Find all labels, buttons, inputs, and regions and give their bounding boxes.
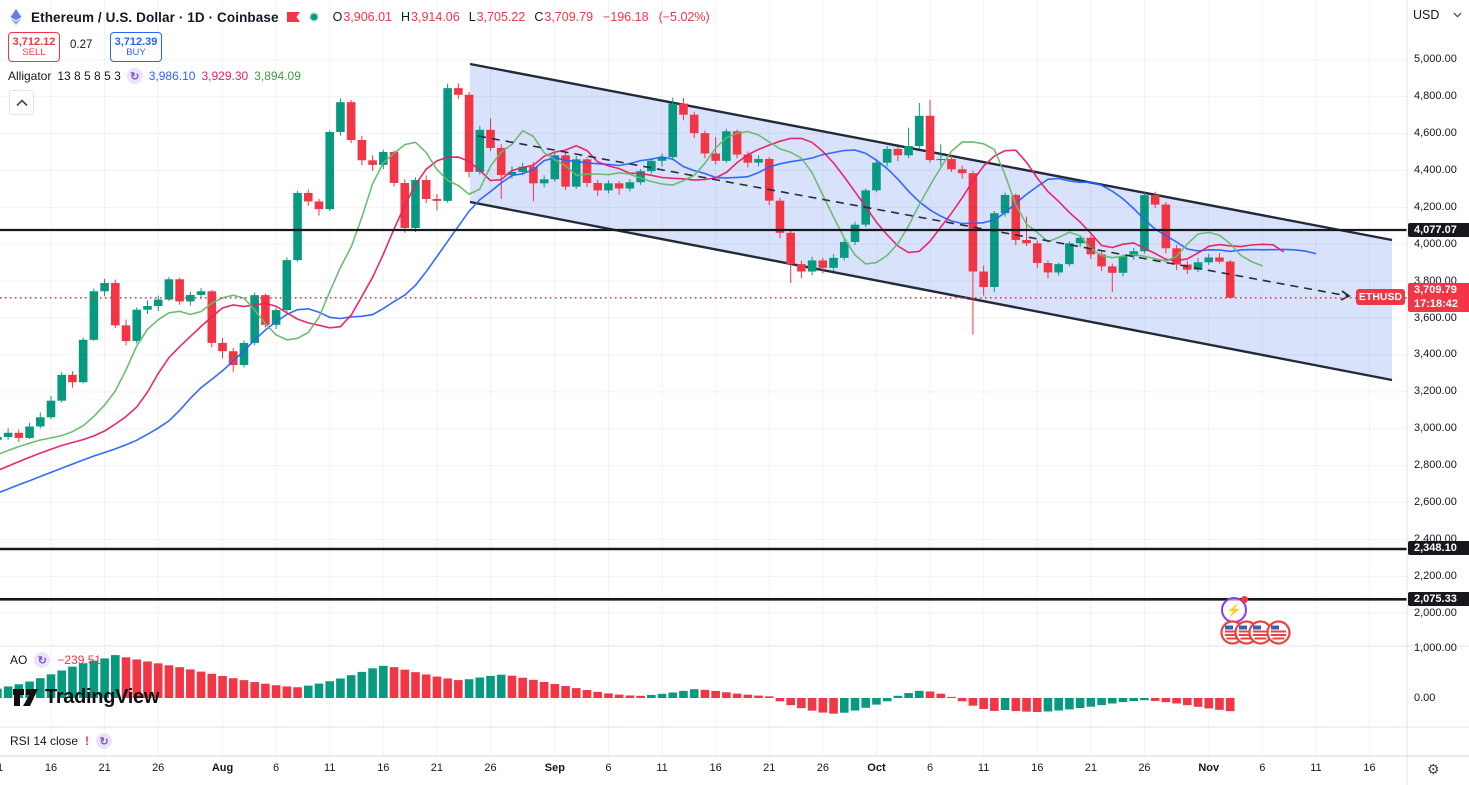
price-tick: 4,600.00 xyxy=(1414,127,1457,140)
time-tick: 26 xyxy=(816,762,829,774)
price-tick: 4,200.00 xyxy=(1414,200,1457,213)
ohlc-values: O3,906.01 H3,914.06 L3,705.22 C3,709.79 … xyxy=(332,10,710,24)
buy-button[interactable]: 3,712.39 BUY xyxy=(110,32,162,62)
time-tick: 21 xyxy=(1084,762,1097,774)
price-tick: 2,600.00 xyxy=(1414,496,1457,509)
price-tick: 3,200.00 xyxy=(1414,385,1457,398)
price-tick: 4,000.00 xyxy=(1414,237,1457,250)
price-tick: 4,400.00 xyxy=(1414,163,1457,176)
time-tick: 11 xyxy=(1310,762,1322,774)
price-tick: 2,000.00 xyxy=(1414,606,1457,619)
symbol-header: Ethereum / U.S. Dollar · 1D · Coinbase O… xyxy=(8,7,710,27)
alligator-lips-value: 3,894.09 xyxy=(254,69,301,83)
green-dot-icon xyxy=(308,12,319,22)
price-badge: 3,709.79 17:18:42 xyxy=(1408,282,1469,313)
change-percent: (−5.02%) xyxy=(658,10,710,24)
alligator-label: Alligator xyxy=(8,69,52,83)
price-badge: 2,348.10 xyxy=(1408,541,1469,556)
ao-value: −239.51 xyxy=(57,653,102,667)
time-tick: 11 xyxy=(0,762,4,774)
price-tick: 2,800.00 xyxy=(1414,459,1457,472)
time-tick: 21 xyxy=(98,762,111,774)
time-tick: 11 xyxy=(656,762,668,774)
time-tick: 11 xyxy=(324,762,336,774)
alligator-jaw-value: 3,986.10 xyxy=(148,69,196,83)
rsi-label: RSI 14 close xyxy=(10,734,79,748)
sell-price: 3,712.12 xyxy=(12,35,56,48)
ao-label: AO xyxy=(10,653,28,667)
currency-selector[interactable]: USD xyxy=(1413,8,1462,22)
buy-price: 3,712.39 xyxy=(114,35,158,48)
tradingview-logo-text: TradingView xyxy=(45,686,160,708)
time-tick: 6 xyxy=(605,762,612,774)
refresh-icon[interactable]: ↻ xyxy=(96,733,113,749)
time-tick: Oct xyxy=(867,762,886,774)
time-tick: 6 xyxy=(926,762,934,774)
sell-button[interactable]: 3,712.12 SELL xyxy=(8,32,60,62)
indicator-legend-rsi[interactable]: RSI 14 close ! ↻ xyxy=(10,733,113,749)
change-value: −196.18 xyxy=(603,10,649,24)
refresh-icon[interactable]: ↻ xyxy=(34,652,51,668)
time-tick: 26 xyxy=(1138,762,1151,774)
symbol-title[interactable]: Ethereum / U.S. Dollar · 1D · Coinbase xyxy=(31,9,279,25)
ao-tick: 1,000.00 xyxy=(1414,641,1457,654)
alligator-params: 13 8 5 8 5 3 xyxy=(57,69,121,83)
price-tick: 3,000.00 xyxy=(1414,422,1457,435)
buy-label: BUY xyxy=(126,46,146,58)
time-tick: 16 xyxy=(377,762,390,774)
price-tick: 3,400.00 xyxy=(1414,348,1457,361)
tradingview-logo-icon xyxy=(13,689,38,706)
indicator-legend-ao[interactable]: AO ↻ −239.51 xyxy=(10,652,101,668)
time-tick: 16 xyxy=(44,762,58,774)
price-badge: 4,077.07 xyxy=(1408,222,1469,237)
price-badge: 2,075.33 xyxy=(1408,591,1469,606)
price-tick: 3,600.00 xyxy=(1414,311,1457,324)
ao-tick: 0.00 xyxy=(1414,691,1436,704)
ethereum-logo xyxy=(10,9,22,25)
time-tick: 11 xyxy=(977,762,990,774)
time-tick: 6 xyxy=(1259,762,1266,774)
time-tick: 16 xyxy=(1363,762,1376,774)
tradingview-watermark: TradingView xyxy=(12,686,159,709)
chevron-up-icon xyxy=(15,98,28,106)
time-tick: Aug xyxy=(211,762,234,774)
indicator-legend-alligator[interactable]: Alligator 13 8 5 8 5 3 ↻ 3,986.10 3,929.… xyxy=(8,68,301,84)
gear-icon[interactable]: ⚙ xyxy=(1427,761,1440,777)
alligator-teeth-value: 3,929.30 xyxy=(201,69,249,83)
exclamation-icon[interactable]: ! xyxy=(85,734,90,748)
close-price-symbol-tag: ETHUSD xyxy=(1356,289,1405,305)
time-tick: 26 xyxy=(152,762,165,774)
sell-label: SELL xyxy=(22,46,46,58)
price-tick: 2,200.00 xyxy=(1414,569,1457,582)
time-tick: Nov xyxy=(1198,762,1220,774)
us-flag-sticker[interactable] xyxy=(1266,620,1291,645)
currency-label: USD xyxy=(1413,8,1440,22)
refresh-icon[interactable]: ↻ xyxy=(126,68,143,84)
red-flag-icon[interactable] xyxy=(286,10,301,24)
price-tick: 5,000.00 xyxy=(1414,53,1457,66)
price-tick: 4,800.00 xyxy=(1414,90,1457,103)
time-tick: 26 xyxy=(484,762,497,774)
time-tick: 21 xyxy=(763,762,776,774)
spread-value: 0.27 xyxy=(70,39,93,51)
time-tick: 21 xyxy=(430,762,444,774)
chevron-down-icon xyxy=(1453,12,1462,18)
time-tick: 16 xyxy=(1031,762,1044,774)
time-tick: Sep xyxy=(544,762,565,774)
time-tick: 6 xyxy=(273,762,280,774)
time-tick: 16 xyxy=(709,762,722,774)
collapse-panel-button[interactable] xyxy=(9,90,34,115)
